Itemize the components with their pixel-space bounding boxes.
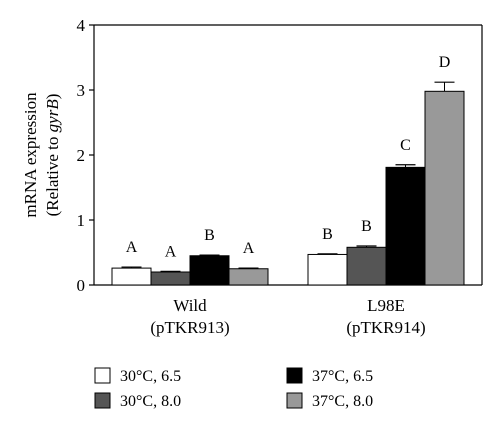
y-tick-label-1: 1 [77,211,86,230]
legend-label-3: 37°C, 8.0 [312,393,373,410]
y-tick-label-3: 3 [77,81,86,100]
axes: 0 1 2 3 4 mRNA expression (Relative to gyrB) [21,16,483,295]
y-axis-label-line1: mRNA expression [21,92,40,218]
group-label-1: L98E [367,296,405,315]
bar-0-1 [150,271,191,286]
sig-letter-0-1: A [165,243,177,260]
bar-0-2 [189,255,230,286]
bar-1-3 [424,90,465,286]
legend-swatch-0 [94,367,111,384]
legend: 30°C, 6.5 30°C, 8.0 37°C, 6.5 37°C, 8.0 [94,367,373,410]
y-axis-label-line2: (Relative to gyrB) [43,94,62,217]
legend-label-0: 30°C, 6.5 [120,368,181,385]
sig-letter-1-3: D [439,54,451,71]
bar-1-0 [307,253,348,286]
legend-swatch-3 [286,392,303,409]
bar-1-1 [346,246,387,286]
y-tick-label-0: 0 [77,276,86,295]
bars [111,81,465,286]
group-label-0: Wild [173,296,207,315]
group-sublabel-1: (pTKR914) [346,318,425,337]
legend-label-2: 37°C, 6.5 [312,368,373,385]
sig-letter-0-2: B [204,227,215,244]
bar-0-3 [228,268,269,286]
bar-0-0 [111,267,152,286]
legend-swatch-1 [94,392,111,409]
labels: A A B A Wild (pTKR913) B B C D L98E (pTKR914) [126,54,451,337]
sig-letter-1-2: C [400,137,411,154]
sig-letter-0-3: A [243,240,255,257]
bar-1-2 [385,166,426,286]
sig-letter-1-1: B [361,218,372,235]
group-sublabel-0: (pTKR913) [150,318,229,337]
sig-letter-0-0: A [126,239,138,256]
sig-letter-1-0: B [322,226,333,243]
y-tick-label-4: 4 [77,16,86,35]
legend-swatch-2 [286,367,303,384]
y-tick-label-2: 2 [77,146,86,165]
legend-label-1: 30°C, 8.0 [120,393,181,410]
